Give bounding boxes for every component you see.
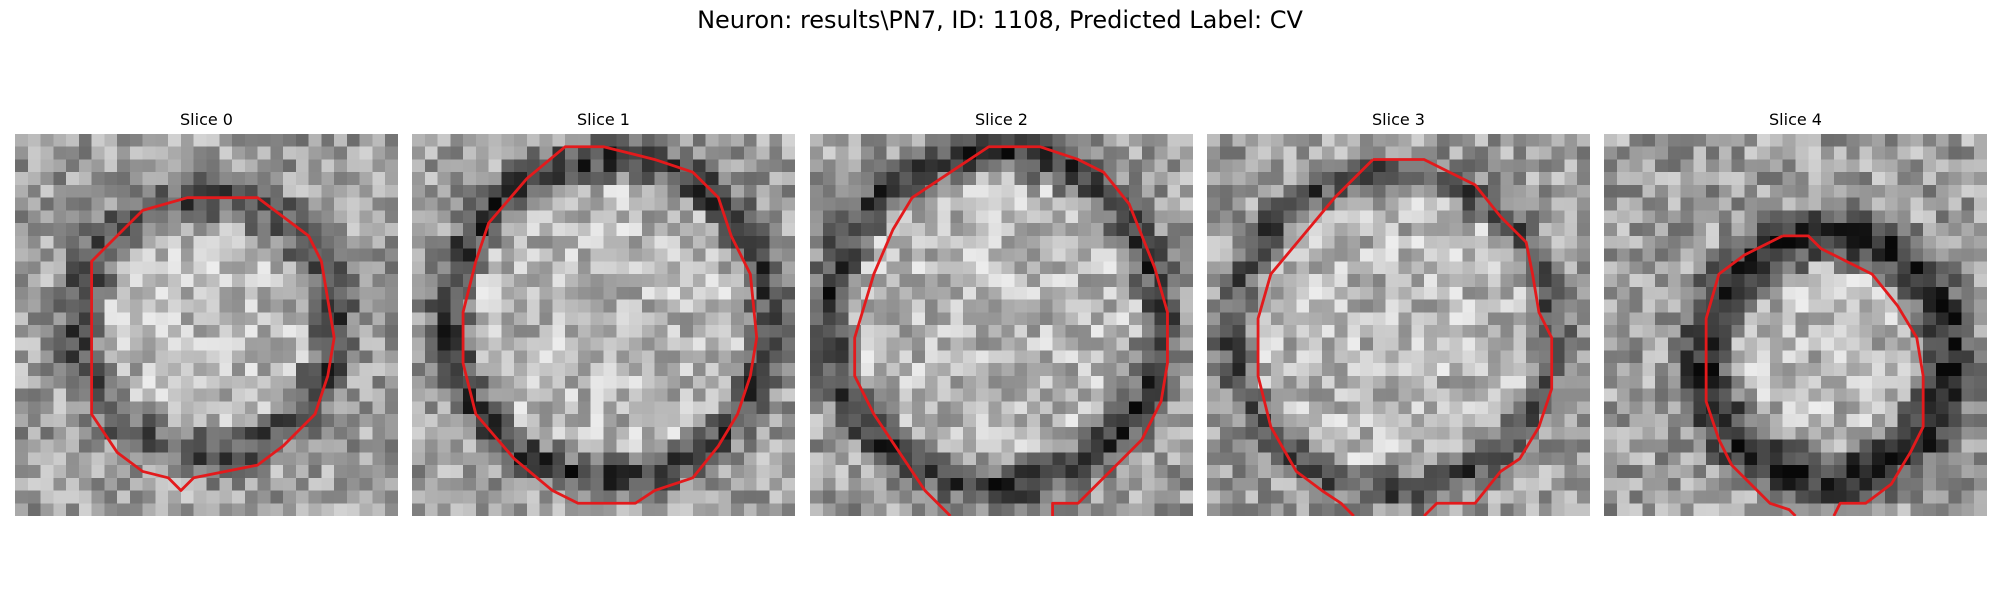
slice-title-0: Slice 0 (180, 110, 233, 129)
contour-line-3-b (1256, 158, 1374, 516)
slice-image-4 (1604, 134, 1987, 516)
contour-line-3 (1372, 158, 1554, 516)
contour-line-2 (949, 145, 1169, 516)
contour-line-1 (461, 145, 759, 505)
slice-image-3 (1207, 134, 1590, 516)
slice-title-1: Slice 1 (577, 110, 630, 129)
slice-title-4: Slice 4 (1769, 110, 1822, 129)
contour-line-2-b (853, 171, 952, 516)
figure-title: Neuron: results\PN7, ID: 1108, Predicted… (697, 6, 1303, 34)
contour-line-4 (1782, 234, 1925, 516)
contour-line-0 (90, 196, 336, 492)
slice-image-1 (412, 134, 795, 516)
slice-image-2 (810, 134, 1193, 516)
slice-title-3: Slice 3 (1372, 110, 1425, 129)
slice-image-0 (15, 134, 398, 516)
slice-title-2: Slice 2 (975, 110, 1028, 129)
contour-line-4-b (1704, 234, 1797, 516)
